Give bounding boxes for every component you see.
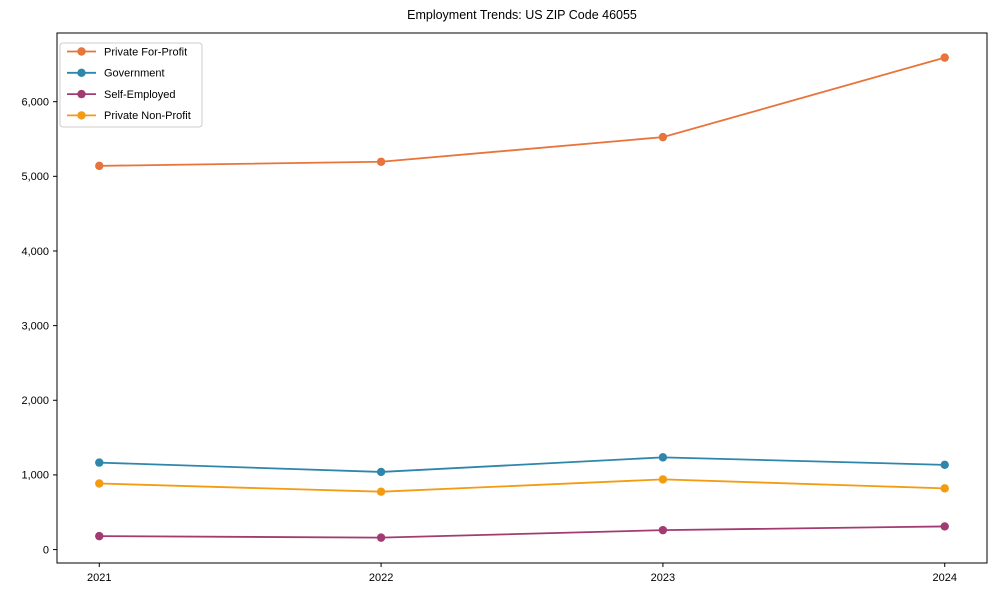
data-point-self-employed bbox=[940, 522, 949, 531]
legend-marker-icon bbox=[77, 68, 86, 78]
data-point-self-employed bbox=[376, 533, 386, 542]
y-axis-tick-label: 1,000 bbox=[21, 470, 49, 482]
data-point-private-non-profit bbox=[658, 475, 668, 484]
series-line-private-for-profit bbox=[99, 56, 945, 167]
x-axis-tick-label: 2024 bbox=[932, 572, 956, 584]
x-axis-tick-label: 2021 bbox=[87, 572, 111, 584]
legend-label-private-non-profit: Private Non-Profit bbox=[104, 110, 191, 122]
data-point-private-for-profit bbox=[658, 132, 668, 142]
legend-label-private-for-profit: Private For-Profit bbox=[104, 46, 187, 58]
legend-marker-icon bbox=[77, 47, 86, 56]
y-axis-tick-label: 4,000 bbox=[21, 246, 49, 258]
data-point-private-non-profit bbox=[376, 487, 386, 496]
x-axis-tick-label: 2022 bbox=[369, 572, 393, 584]
y-axis-tick-label: 6,000 bbox=[21, 96, 49, 108]
x-axis-tick-label: 2023 bbox=[651, 572, 675, 584]
legend-box bbox=[59, 42, 203, 128]
y-axis-tick-label: 2,000 bbox=[21, 395, 49, 407]
data-point-private-non-profit bbox=[940, 484, 949, 493]
series-line-private-non-profit bbox=[99, 478, 945, 493]
plot-border bbox=[56, 32, 988, 564]
legend-marker-icon bbox=[77, 111, 86, 120]
legend-label-government: Government bbox=[104, 68, 165, 80]
data-point-government bbox=[658, 453, 668, 462]
data-point-private-for-profit bbox=[95, 161, 104, 171]
data-point-self-employed bbox=[658, 525, 668, 535]
data-point-private-non-profit bbox=[95, 479, 104, 488]
data-point-government bbox=[95, 458, 104, 467]
legend-marker-icon bbox=[77, 89, 86, 99]
data-point-government bbox=[940, 460, 949, 470]
data-point-self-employed bbox=[95, 531, 104, 541]
y-axis-tick-label: 3,000 bbox=[21, 320, 49, 332]
y-axis-tick-label: 5,000 bbox=[21, 171, 49, 183]
data-point-private-for-profit bbox=[940, 53, 949, 62]
y-axis-tick-label: 0 bbox=[43, 544, 49, 556]
data-point-government bbox=[376, 467, 386, 477]
legend-label-self-employed: Self-Employed bbox=[104, 89, 176, 101]
data-point-private-for-profit bbox=[376, 157, 386, 166]
series-line-self-employed bbox=[99, 525, 945, 539]
chart-title: Employment Trends: US ZIP Code 46055 bbox=[407, 8, 637, 22]
series-line-government bbox=[99, 456, 945, 473]
